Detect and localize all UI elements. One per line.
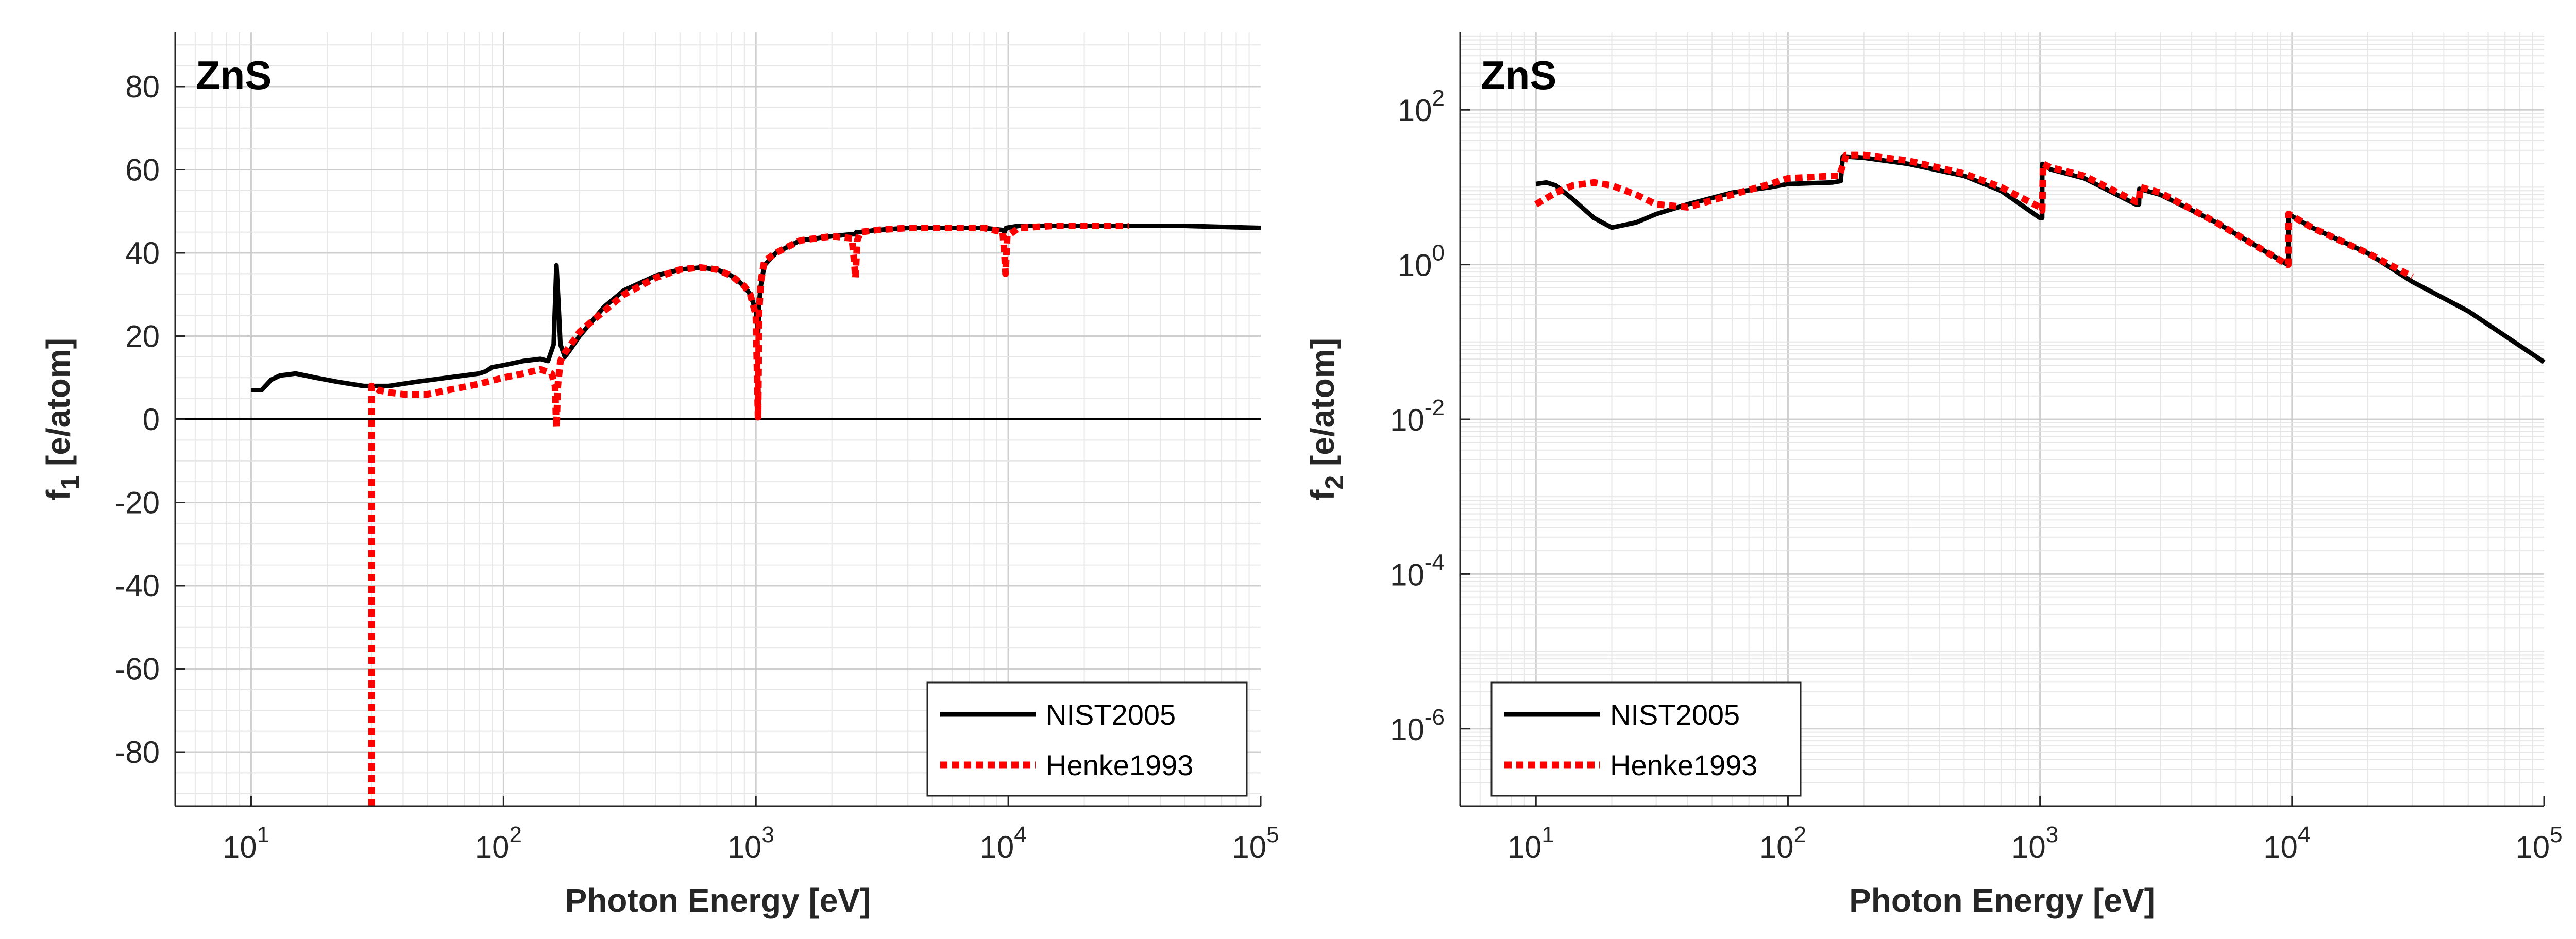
x-tick-label: 103 bbox=[2011, 822, 2058, 864]
x-tick-label: 104 bbox=[980, 822, 1027, 864]
panel-title: ZnS bbox=[1481, 53, 1556, 98]
legend: NIST2005 Henke1993 bbox=[1490, 681, 1802, 797]
series-line-henke1993 bbox=[1534, 151, 2414, 280]
x-tick-label: 104 bbox=[2263, 822, 2310, 864]
x-tick-label: 105 bbox=[2515, 822, 2562, 864]
panel-title: ZnS bbox=[196, 53, 272, 98]
x-tick-label: 102 bbox=[475, 822, 522, 864]
y-tick-label: 10-2 bbox=[1390, 395, 1445, 437]
y-tick-label: 0 bbox=[143, 402, 160, 437]
legend-box bbox=[926, 681, 1248, 797]
legend-label: NIST2005 bbox=[1046, 698, 1176, 731]
y-tick-label: 60 bbox=[125, 152, 160, 187]
y-tick-label: -40 bbox=[115, 569, 160, 603]
y-tick-label: 40 bbox=[125, 236, 160, 270]
x-axis-label: Photon Energy [eV] bbox=[1849, 882, 2155, 919]
legend-box bbox=[1490, 681, 1802, 797]
series-line-henke1993 bbox=[368, 223, 1129, 806]
legend-label: Henke1993 bbox=[1046, 749, 1193, 781]
y-tick-label: 10-6 bbox=[1390, 705, 1445, 747]
y-tick-label: -80 bbox=[115, 735, 160, 770]
x-tick-label: 103 bbox=[727, 822, 774, 864]
y-tick-label: 102 bbox=[1398, 86, 1445, 128]
x-tick-label: 102 bbox=[1759, 822, 1806, 864]
y-axis-label: f2 [e/atom] bbox=[1304, 338, 1349, 501]
series-group bbox=[251, 223, 1261, 806]
legend-label: NIST2005 bbox=[1610, 698, 1740, 731]
y-tick-label: 100 bbox=[1398, 241, 1445, 283]
y-axis-label: f1 [e/atom] bbox=[40, 338, 84, 501]
y-tick-label: 20 bbox=[125, 319, 160, 353]
legend: NIST2005 Henke1993 bbox=[926, 681, 1248, 797]
series-group bbox=[1534, 151, 2546, 364]
legend-label: Henke1993 bbox=[1610, 749, 1757, 781]
x-axis-label: Photon Energy [eV] bbox=[565, 882, 871, 919]
x-tick-label: 105 bbox=[1232, 822, 1279, 864]
y-tick-label: 10-4 bbox=[1390, 550, 1445, 592]
grid bbox=[1460, 32, 2544, 807]
f2-chart: 101 102 103 104 105 10-6 10-4 10-2 100 102 ZnS Phot… bbox=[1304, 32, 2563, 919]
x-tick-label: 101 bbox=[223, 822, 269, 864]
y-tick-label: 80 bbox=[125, 70, 160, 104]
x-tick-label: 101 bbox=[1507, 822, 1554, 864]
y-tick-label: -60 bbox=[115, 652, 160, 687]
f1-chart: 101 102 103 104 105 -80 -60 -40 -20 0 20 40 60 80 ZnS P… bbox=[40, 32, 1279, 919]
y-tick-label: -20 bbox=[115, 486, 160, 520]
